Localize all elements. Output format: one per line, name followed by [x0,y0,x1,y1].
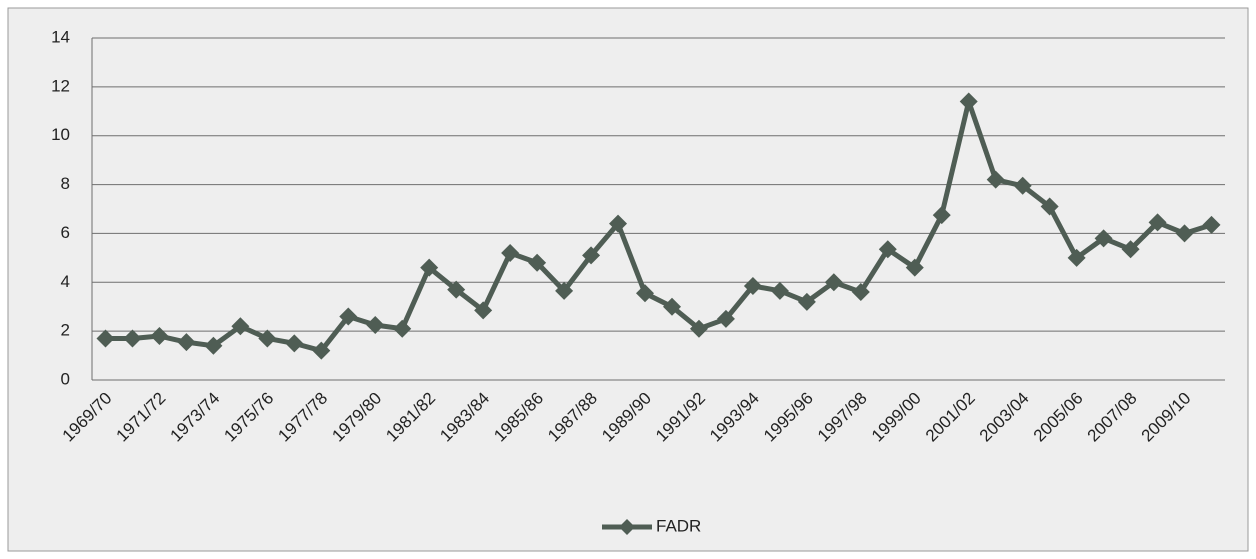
data-point [501,243,520,262]
y-tick-label: 8 [61,174,70,193]
y-tick-label: 0 [61,369,70,388]
data-point [851,283,870,302]
data-point [204,336,223,355]
data-point [177,333,196,352]
data-point [312,341,331,360]
legend-marker [619,519,635,535]
data-point [1175,224,1194,243]
y-tick-label: 6 [61,223,70,242]
data-point [447,280,466,299]
data-point [1040,197,1059,216]
data-point [797,292,816,311]
data-point [231,317,250,336]
data-point [555,281,574,300]
y-tick-label: 14 [51,27,70,46]
data-point [689,319,708,338]
data-point [339,307,358,326]
y-tick-label: 4 [61,272,70,291]
chart-frame [7,7,1249,552]
data-point [609,214,628,233]
y-tick-label: 2 [61,321,70,340]
data-point [258,329,277,348]
data-point [1067,248,1086,267]
data-point [986,170,1005,189]
y-tick-label: 12 [51,76,70,95]
legend-label: FADR [656,516,701,535]
data-point [959,92,978,111]
data-point [716,309,735,328]
data-point [420,258,439,277]
data-point [1121,240,1140,259]
data-point [285,334,304,353]
data-point [1202,215,1221,234]
data-point [528,253,547,272]
data-point [878,240,897,259]
data-point [393,319,412,338]
data-point [474,301,493,320]
data-point [905,258,924,277]
data-point [1094,229,1113,248]
data-point [366,316,385,335]
data-point [1013,176,1032,195]
y-tick-label: 10 [51,125,70,144]
data-point [824,273,843,292]
data-point [662,297,681,316]
data-point [150,327,169,346]
data-point [96,329,115,348]
data-point [636,284,655,303]
data-point [123,329,142,348]
data-point [743,276,762,295]
data-point [582,246,601,265]
data-point [770,281,789,300]
data-point [1148,213,1167,232]
data-point [932,206,951,225]
